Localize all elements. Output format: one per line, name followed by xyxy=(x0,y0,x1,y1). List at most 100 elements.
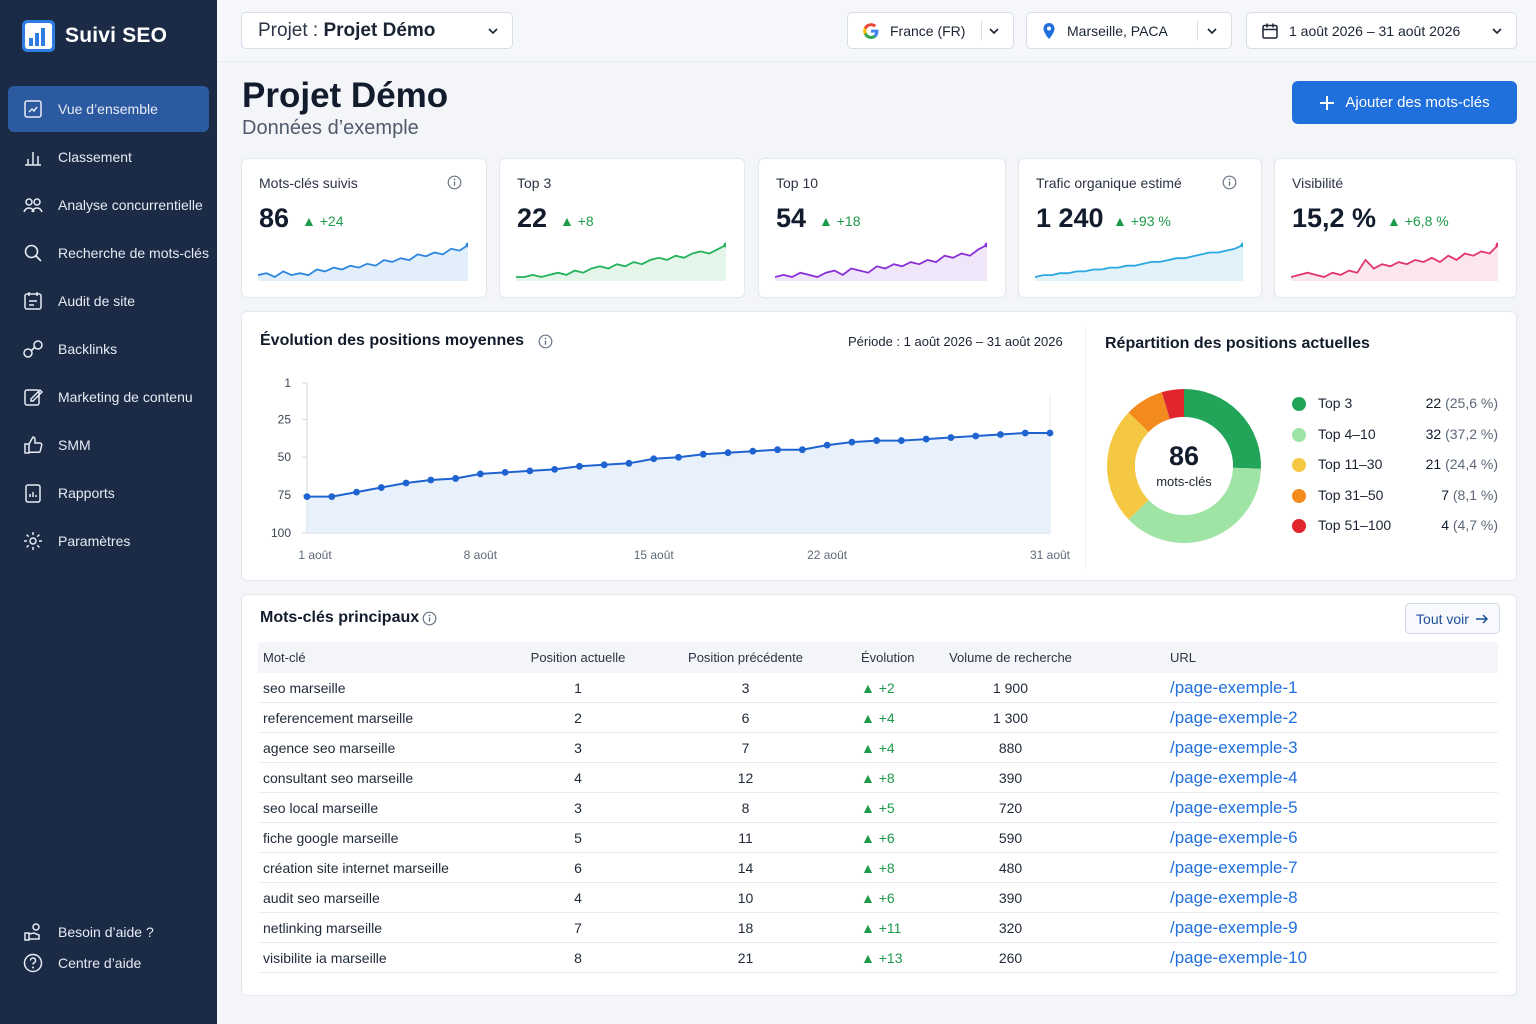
legend-percent: (37,2 %) xyxy=(1445,425,1498,442)
kpi-card[interactable]: Top 3 22 ▲ +8 xyxy=(499,158,745,298)
sidebar-item-analyse-concurrentielle[interactable]: Analyse concurrentielle xyxy=(8,182,209,228)
table-row[interactable]: audit seo marseille 4 10 ▲ +6 390/page-exemp… xyxy=(258,883,1498,913)
plus-icon xyxy=(1320,95,1335,110)
kpi-label: Top 3 xyxy=(517,175,552,191)
brand-name: Suivi SEO xyxy=(65,24,168,47)
donut-slice xyxy=(1128,392,1171,433)
sidebar-item-recherche-de-mots-cles[interactable]: Recherche de mots-clés xyxy=(8,230,209,276)
arrow-right-icon xyxy=(1475,613,1489,624)
legend-percent: (4,7 %) xyxy=(1452,517,1498,533)
report-icon xyxy=(22,482,44,504)
url-link[interactable]: /page-exemple-9 xyxy=(1170,917,1298,937)
evolution-value: +8 xyxy=(878,769,895,786)
keywords-title: Mots-clés principaux xyxy=(260,609,420,626)
table-row[interactable]: fiche google marseille 5 11 ▲ +6 590/page-ex… xyxy=(258,823,1498,853)
date-range-select[interactable]: 1 août 2026 – 31 août 2026 xyxy=(1246,12,1517,49)
google-icon xyxy=(863,22,879,39)
table-row[interactable]: seo local marseille 3 8 ▲ +5 720/page-exempl… xyxy=(258,793,1498,823)
sidebar-item-classement[interactable]: Classement xyxy=(8,134,209,180)
brand[interactable]: Suivi SEO xyxy=(22,20,167,52)
data-point xyxy=(922,435,930,443)
search-icon xyxy=(22,242,44,264)
kpi-card[interactable]: Mots-clés suivis 86 ▲ +24 xyxy=(241,158,487,298)
url-link[interactable]: /page-exemple-5 xyxy=(1170,797,1298,817)
sidebar-item-backlinks[interactable]: Backlinks xyxy=(8,326,209,372)
help-hand-icon xyxy=(22,921,44,943)
legend-percent: (24,4 %) xyxy=(1445,456,1498,472)
table-row[interactable]: referencement marseille 2 6 ▲ +4 1 300/page-… xyxy=(258,703,1498,733)
keyword-cell: seo marseille xyxy=(263,679,346,696)
kpi-value: 22 xyxy=(517,203,548,233)
kpi-delta: ▲ +93 % xyxy=(1113,213,1171,229)
column-header[interactable]: Évolution xyxy=(861,650,915,665)
evolution-cell: ▲ +5 xyxy=(833,800,933,816)
column-header[interactable]: URL xyxy=(1170,650,1197,665)
url-link[interactable]: /page-exemple-2 xyxy=(1170,707,1298,727)
url-link[interactable]: /page-exemple-6 xyxy=(1170,827,1298,847)
url-link[interactable]: /page-exemple-8 xyxy=(1170,887,1298,907)
legend-count-value: 32 xyxy=(1425,425,1442,442)
column-header[interactable]: Position précédente xyxy=(688,650,803,665)
data-point xyxy=(501,468,509,476)
kpi-card[interactable]: Top 10 54 ▲ +18 xyxy=(758,158,1006,298)
data-point xyxy=(947,434,955,441)
previous-position-cell: 7 xyxy=(741,739,750,756)
column-header[interactable]: Mot-clé xyxy=(263,650,306,665)
data-point xyxy=(774,446,781,454)
project-select[interactable]: Projet : Projet Démo xyxy=(241,12,513,49)
info-icon[interactable] xyxy=(447,175,462,190)
url-link[interactable]: /page-exemple-7 xyxy=(1170,857,1298,877)
sidebar-item-besoin-d-aide[interactable]: Besoin d’aide ? xyxy=(8,916,209,947)
table-row[interactable]: création site internet marseille 6 14 ▲ +8 4… xyxy=(258,853,1498,883)
kpi-value: 86 xyxy=(259,203,290,233)
thumbs-up-icon xyxy=(22,434,44,456)
legend-item: Top 11–30 21 (24,4 %) xyxy=(1292,455,1502,475)
kpi-delta: ▲ +24 xyxy=(302,213,344,229)
url-link[interactable]: /page-exemple-4 xyxy=(1170,767,1298,787)
sidebar-item-smm[interactable]: SMM xyxy=(8,422,209,468)
previous-position-cell: 21 xyxy=(737,949,754,966)
table-row[interactable]: netlinking marseille 7 18 ▲ +11 320/page-exe… xyxy=(258,913,1498,943)
sidebar-item-centre-d-aide[interactable]: Centre d’aide xyxy=(8,947,209,978)
project-select-prefix: Projet : xyxy=(258,19,324,41)
kpi-delta: ▲ +6,8 % xyxy=(1387,213,1449,229)
evolution-value: +8 xyxy=(878,859,895,876)
keyword-cell: audit seo marseille xyxy=(263,889,380,906)
sidebar-item-vue-d-ensemble[interactable]: Vue d’ensemble xyxy=(8,86,209,132)
info-icon[interactable] xyxy=(422,611,437,626)
data-point xyxy=(551,465,559,473)
data-point xyxy=(997,431,1004,438)
kpi-delta: ▲ +18 xyxy=(819,213,861,229)
sidebar-nav: Vue d’ensemble Classement Analyse concurre… xyxy=(8,86,209,566)
column-header[interactable]: Volume de recherche xyxy=(949,650,1072,665)
table-row[interactable]: visibilite ia marseille 8 21 ▲ +13 260/page-… xyxy=(258,943,1498,973)
legend-label: Top 31–50 xyxy=(1318,486,1384,503)
table-row[interactable]: agence seo marseille 3 7 ▲ +4 880/page-exemp… xyxy=(258,733,1498,763)
search-engine-select[interactable]: France (FR) xyxy=(847,12,1014,49)
see-all-button[interactable]: Tout voir xyxy=(1405,603,1500,634)
info-icon[interactable] xyxy=(538,334,553,349)
add-keywords-button[interactable]: Ajouter des mots-clés xyxy=(1292,81,1517,124)
evolution-period: Période : 1 août 2026 – 31 août 2026 xyxy=(848,334,1063,349)
column-header[interactable]: Position actuelle xyxy=(530,650,626,665)
kpi-card[interactable]: Visibilité 15,2 % ▲ +6,8 % xyxy=(1274,158,1517,298)
url-link[interactable]: /page-exemple-1 xyxy=(1170,677,1298,697)
sidebar-item-marketing-de-contenu[interactable]: Marketing de contenu xyxy=(8,374,209,420)
table-row[interactable]: seo marseille 1 3 ▲ +2 1 900/page-exemple-1 xyxy=(258,673,1498,703)
kpi-card[interactable]: Trafic organique estimé 1 240 ▲ +93 % xyxy=(1018,158,1262,298)
sidebar-item-audit-de-site[interactable]: Audit de site xyxy=(8,278,209,324)
up-arrow-icon: ▲ xyxy=(861,679,875,696)
table-row[interactable]: consultant seo marseille 4 12 ▲ +8 390/page-… xyxy=(258,763,1498,793)
donut-slice xyxy=(1128,467,1261,543)
chevron-down-icon xyxy=(1492,28,1502,35)
url-link[interactable]: /page-exemple-3 xyxy=(1170,737,1298,757)
chevron-down-icon xyxy=(989,28,999,35)
sidebar-item-rapports[interactable]: Rapports xyxy=(8,470,209,516)
link-icon xyxy=(22,338,44,360)
sidebar-item-parametres[interactable]: Paramètres xyxy=(8,518,209,564)
chevron-down-icon xyxy=(1207,28,1217,35)
location-select[interactable]: Marseille, PACA xyxy=(1026,12,1232,49)
info-icon[interactable] xyxy=(1222,175,1237,190)
url-link[interactable]: /page-exemple-10 xyxy=(1170,947,1308,967)
evolution-cell: ▲ +6 xyxy=(833,830,933,846)
